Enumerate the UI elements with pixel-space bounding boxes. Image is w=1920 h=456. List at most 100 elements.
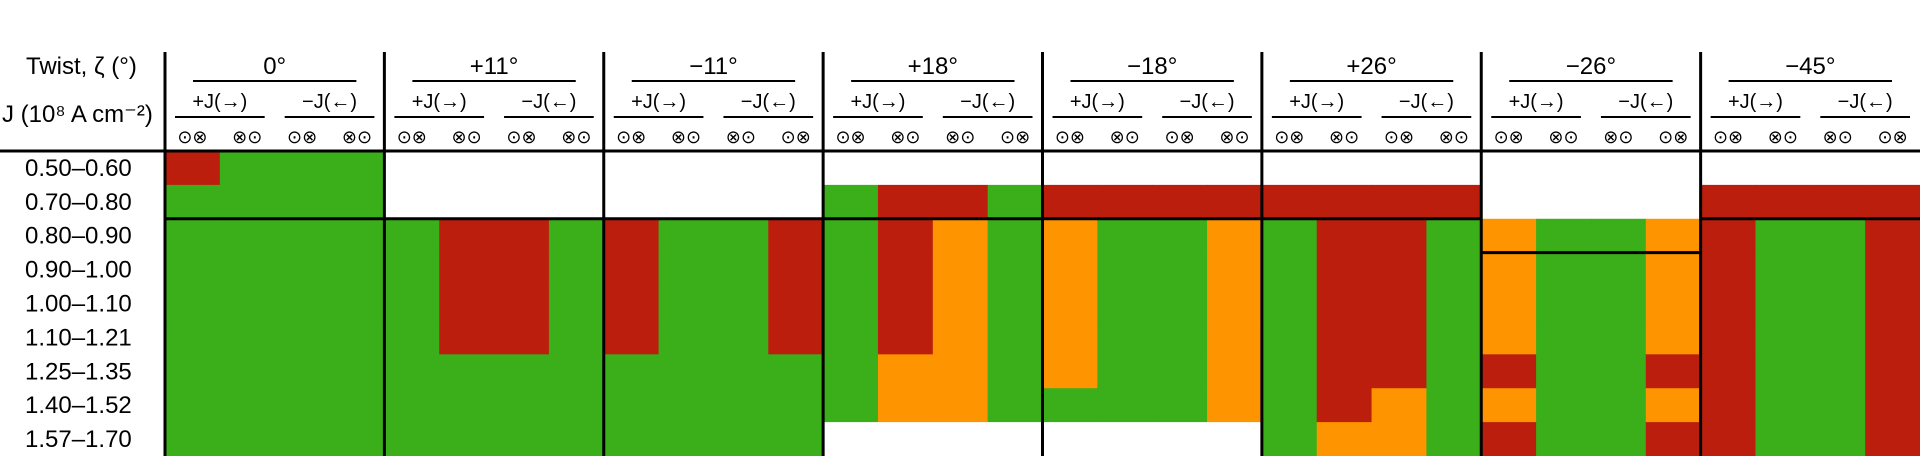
- spin-configuration-label: ⊙⊗: [781, 127, 811, 147]
- heatmap-cell: [1481, 388, 1537, 423]
- heatmap-cell: [768, 252, 824, 288]
- heatmap-cell: [1316, 320, 1373, 355]
- heatmap-cell: [987, 218, 1044, 254]
- heatmap-cell: [1207, 422, 1263, 456]
- heatmap-cell: [1426, 388, 1482, 423]
- heatmap-cell: [1426, 252, 1482, 288]
- heatmap-cell: [494, 286, 550, 322]
- heatmap-cell: [1207, 184, 1263, 220]
- heatmap-cell: [823, 320, 879, 355]
- heatmap-cell: [384, 184, 440, 220]
- heatmap-cell: [384, 252, 440, 288]
- heatmap-cell: [877, 320, 934, 355]
- heatmap-cell: [1536, 252, 1592, 288]
- heatmap-cell: [932, 218, 989, 254]
- heatmap-cell: [1042, 184, 1098, 220]
- heatmap-cell: [1207, 252, 1263, 288]
- heatmap-cell: [494, 184, 550, 220]
- heatmap-cell: [658, 422, 715, 456]
- spin-configuration-label: ⊗⊙: [671, 127, 701, 147]
- heatmap-cell: [1261, 354, 1318, 389]
- heatmap-cell: [165, 320, 221, 355]
- heatmap-cell: [1536, 151, 1592, 186]
- direction-label: +J(→): [1509, 91, 1564, 113]
- heatmap-cell: [603, 354, 660, 389]
- heatmap-cell: [1261, 252, 1318, 288]
- heatmap-cell: [494, 218, 550, 254]
- heatmap-cell: [1371, 388, 1427, 423]
- heatmap-cell: [987, 151, 1044, 186]
- heatmap-cell: [932, 184, 989, 220]
- heatmap-cell: [1645, 354, 1702, 389]
- heatmap-cell: [1590, 184, 1647, 220]
- spin-configuration-label: ⊙⊗: [1494, 127, 1524, 147]
- heatmap-cell: [1755, 151, 1811, 186]
- heatmap-cell: [1536, 422, 1592, 456]
- heatmap-cell: [548, 184, 605, 220]
- column-headers: 0°+J(→) −J(←)⊙⊗ ⊗⊙ ⊙⊗ ⊗⊙+11°+J(→) −J(←)⊙⊗ ⊗⊙ ⊙⊗…: [175, 53, 1910, 147]
- heatmap-cell: [219, 218, 276, 254]
- heatmap-cell: [823, 286, 879, 322]
- heatmap-cell: [165, 286, 221, 322]
- heatmap-cell: [1316, 184, 1373, 220]
- heatmap-cell: [713, 252, 769, 288]
- heatmap-cell: [1042, 320, 1098, 355]
- heatmap-cell: [713, 218, 769, 254]
- heatmap-cell: [1536, 320, 1592, 355]
- spin-configuration-label: ⊙⊗: [616, 127, 646, 147]
- direction-label: +J(→): [1070, 91, 1125, 113]
- spin-configuration-label: ⊗⊙: [1823, 127, 1853, 147]
- spin-configuration-label: ⊗⊙: [1768, 127, 1798, 147]
- heatmap-cell: [219, 252, 276, 288]
- heatmap-cell: [713, 354, 769, 389]
- heatmap-cell: [603, 320, 660, 355]
- row-label: 1.00–1.10: [25, 291, 132, 318]
- heatmap-cell: [1371, 218, 1427, 254]
- heatmap-cell: [1426, 320, 1482, 355]
- heatmap-cell: [1481, 218, 1537, 254]
- heatmap-cell: [548, 218, 605, 254]
- heatmap-cell: [1152, 184, 1208, 220]
- heatmap-cell: [1700, 422, 1757, 456]
- heatmap-cell: [713, 422, 769, 456]
- heatmap-cell: [439, 151, 495, 186]
- spin-configuration-label: ⊗⊙: [232, 127, 262, 147]
- heatmap-cell: [1371, 151, 1427, 186]
- spin-configuration-label: ⊙⊗: [835, 127, 865, 147]
- heatmap-cell: [877, 218, 934, 254]
- heatmap-cell: [1700, 320, 1757, 355]
- heatmap-cell: [1371, 184, 1427, 220]
- heatmap-cell: [1207, 388, 1263, 423]
- heatmap-cell: [1590, 354, 1647, 389]
- heatmap-cell: [932, 286, 989, 322]
- heatmap-cell: [1865, 354, 1920, 389]
- spin-configuration-label: ⊗⊙: [1219, 127, 1249, 147]
- heatmap-cell: [1481, 151, 1537, 186]
- heatmap-cell: [1426, 422, 1482, 456]
- direction-label: +J(→): [631, 91, 686, 113]
- heatmap-cell: [1097, 320, 1153, 355]
- heatmap-cell: [1645, 286, 1702, 322]
- heatmap-cell: [1152, 320, 1208, 355]
- heatmap-cell: [494, 422, 550, 456]
- heatmap-cell: [1810, 286, 1866, 322]
- heatmap-cell: [1152, 151, 1208, 186]
- heatmap-cell: [1207, 151, 1263, 186]
- heatmap-cell: [439, 422, 495, 456]
- row-label: 0.50–0.60: [25, 155, 132, 182]
- heatmap-cell: [987, 252, 1044, 288]
- row-label: 1.57–1.70: [25, 426, 132, 453]
- heatmap-cell: [1097, 252, 1153, 288]
- heatmap-cell: [1371, 286, 1427, 322]
- heatmap-cell: [1755, 388, 1811, 423]
- heatmap-cell: [1865, 320, 1920, 355]
- heatmap-cell: [329, 388, 385, 423]
- spin-configuration-label: ⊙⊗: [1055, 127, 1085, 147]
- heatmap-cell: [603, 286, 660, 322]
- heatmap-cell: [1590, 388, 1647, 423]
- spin-configuration-label: ⊗⊙: [561, 127, 591, 147]
- heatmap-cell: [987, 388, 1044, 423]
- heatmap-cell: [1042, 286, 1098, 322]
- heatmap-cell: [932, 252, 989, 288]
- heatmap-cell: [658, 184, 715, 220]
